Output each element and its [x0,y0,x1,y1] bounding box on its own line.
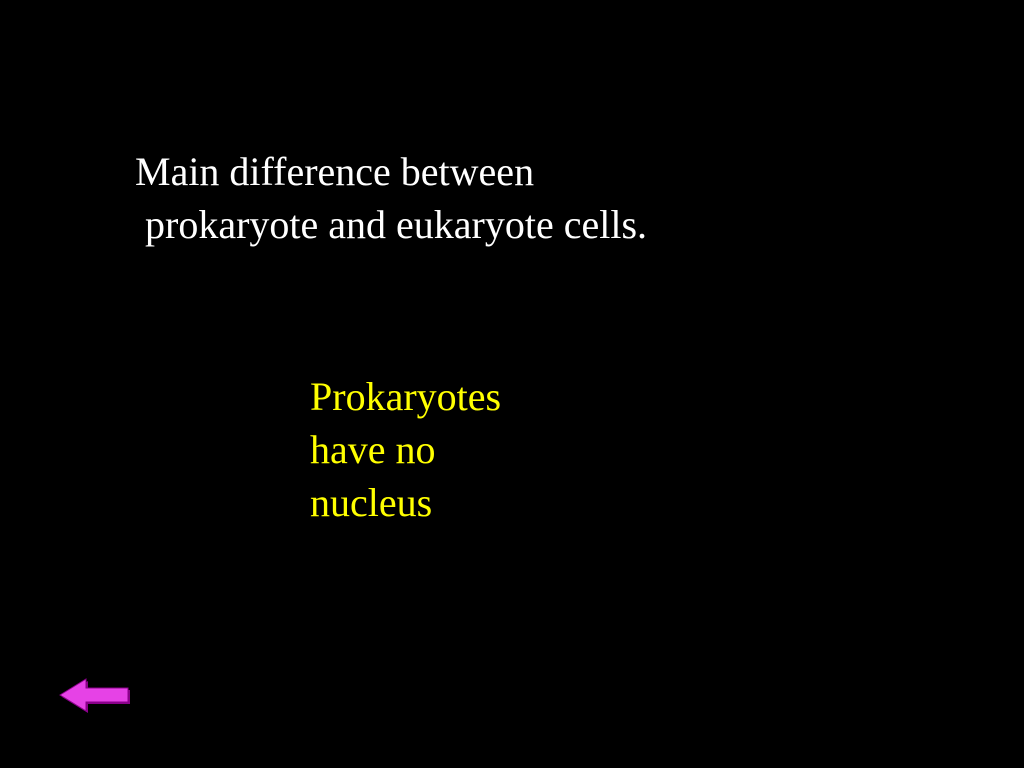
answer-line-1: Prokaryotes [310,370,610,423]
answer-line-2: have no [310,423,610,476]
answer-line-3: nucleus [310,476,610,529]
arrow-left-icon [58,673,132,717]
back-button[interactable] [58,673,132,713]
question-line-1: Main difference between [135,145,835,198]
question-block: Main difference between prokaryote and e… [135,145,835,251]
question-line-2: prokaryote and eukaryote cells. [135,198,835,251]
answer-block: Prokaryotes have no nucleus [310,370,610,530]
